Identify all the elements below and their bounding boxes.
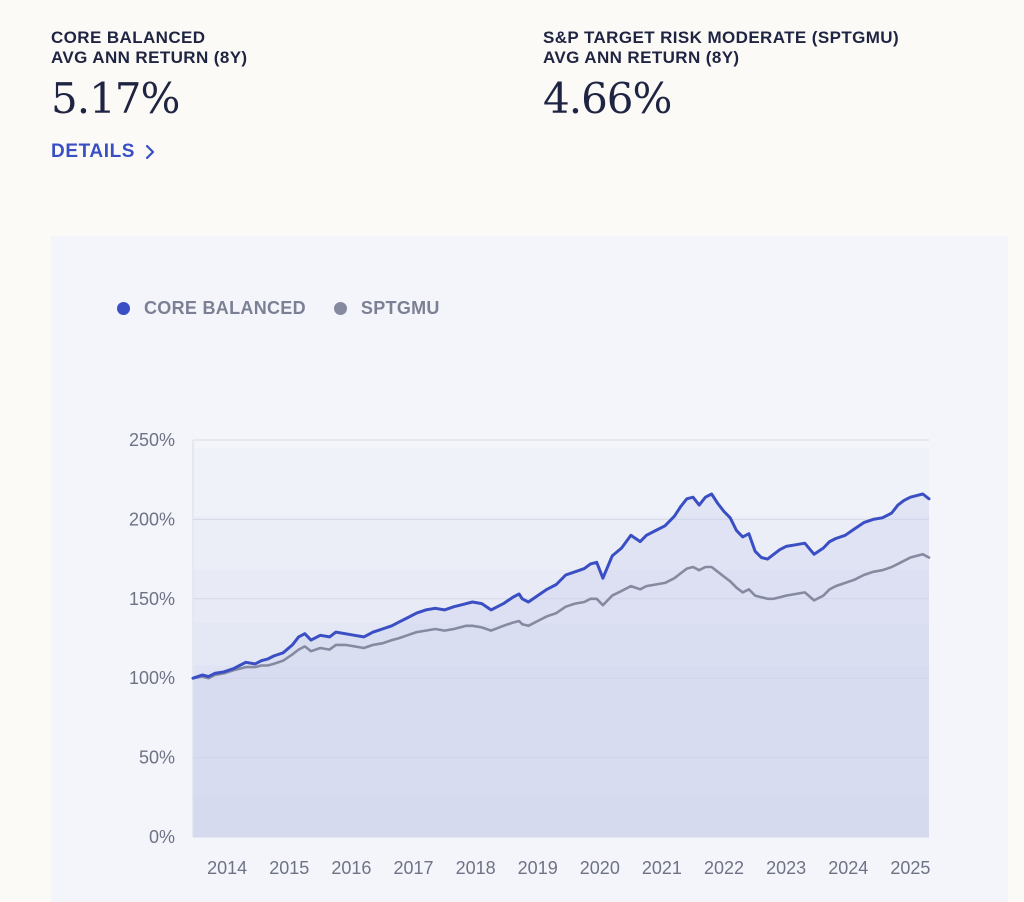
x-tick-label: 2014 [207, 858, 247, 878]
benchmark-label-line2: AVG ANN RETURN (8Y) [543, 48, 740, 67]
band-6 [194, 797, 929, 837]
chart-card: 0% 50% 100% 150% 200% 250% 2014 2015 2016 2017 201… [51, 236, 1008, 902]
x-tick-label: 2016 [331, 858, 371, 878]
sptgmu-line [191, 553, 931, 680]
legend-dot-sptgmu [333, 302, 347, 315]
core-balanced-label-line2: AVG ANN RETURN (8Y) [51, 48, 248, 67]
x-tick-label: 2018 [456, 858, 496, 878]
y-tick-label: 50% [139, 748, 175, 768]
x-tick-label: 2017 [393, 858, 433, 878]
core-balanced-return-value: 5.17% [51, 74, 180, 123]
benchmark-return-value: 4.66% [543, 74, 672, 123]
benchmark-label-line1: S&P TARGET RISK MODERATE (SPTGMU) [543, 28, 900, 47]
core-balanced-label-line1: CORE BALANCED [51, 28, 206, 47]
x-tick-label: 2022 [704, 858, 744, 878]
band-1 [194, 447, 929, 837]
details-link[interactable]: DETAILS [51, 141, 157, 163]
legend-dot-core-balanced [117, 302, 130, 315]
x-tick-label: 2023 [766, 858, 806, 878]
legend-item-core-balanced[interactable]: CORE BALANCED [117, 298, 306, 319]
legend-label-sptgmu: SPTGMU [360, 298, 440, 318]
x-tick-label: 2020 [580, 858, 620, 878]
x-tick-label: 2021 [642, 858, 682, 878]
core-balanced-area [193, 494, 929, 837]
x-tick-label: 2015 [269, 858, 309, 878]
legend-item-sptgmu[interactable]: SPTGMU [333, 298, 440, 319]
y-tick-label: 100% [129, 668, 175, 688]
band-5 [194, 665, 929, 837]
core-balanced-line [191, 492, 931, 680]
band-4 [194, 622, 929, 837]
band-2 [194, 516, 929, 837]
y-tick-label: 0% [149, 827, 175, 847]
benchmark-stat: S&P TARGET RISK MODERATE (SPTGMU) AVG AN… [543, 28, 899, 122]
details-link-label: DETAILS [51, 141, 136, 162]
x-tick-label: 2024 [828, 858, 868, 878]
y-tick-label: 200% [129, 509, 175, 529]
band-3 [194, 570, 929, 837]
y-tick-label: 250% [129, 430, 175, 450]
chart-legend: CORE BALANCED SPTGMU [117, 298, 440, 319]
performance-chart: 0% 50% 100% 150% 200% 250% 2014 2015 2016 2017 201… [129, 430, 931, 878]
legend-label-core-balanced: CORE BALANCED [144, 298, 306, 318]
core-balanced-stat: CORE BALANCED AVG ANN RETURN (8Y) 5.17% [51, 28, 248, 122]
x-tick-label: 2019 [518, 858, 558, 878]
x-tick-label: 2025 [890, 858, 930, 878]
chevron-right-icon [145, 144, 155, 160]
y-tick-label: 150% [129, 589, 175, 609]
